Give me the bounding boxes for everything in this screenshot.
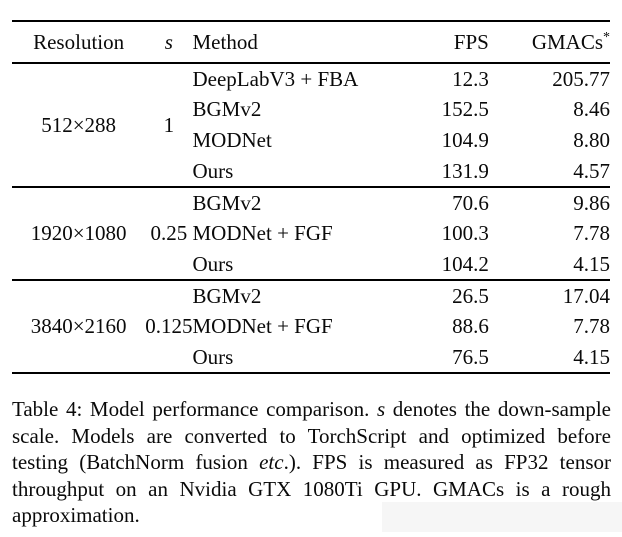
- fps-cell: 76.5: [452, 344, 489, 369]
- gmacs-label: GMACs: [531, 29, 603, 54]
- fps-cell: 100.3: [441, 221, 489, 245]
- scale-cell: 0.25: [150, 221, 188, 245]
- table-row: Ours 104.2 4.15: [12, 249, 611, 280]
- fps-cell: 12.3: [452, 66, 489, 91]
- gmacs-cell: 17.04: [562, 283, 610, 308]
- gmacs-cell: 4.15: [573, 251, 610, 276]
- caption-text: denotes the down-sample scale. Models ar…: [12, 397, 611, 474]
- method-cell: BGMv2: [192, 283, 262, 308]
- col-header-scale: s: [164, 29, 173, 54]
- gmacs-cell: 8.80: [573, 128, 610, 152]
- caption-etc: etc: [259, 450, 284, 474]
- fps-cell: 104.2: [441, 251, 489, 276]
- table-row: 512×288 1 DeepLabV3 + FBA 12.3 205.77: [12, 63, 610, 135]
- scale-cell: 0.125: [145, 314, 193, 338]
- table-row: MODNet + FGF 100.3 7.78: [12, 218, 611, 249]
- col-header-gmacs: GMACs*: [489, 21, 610, 63]
- col-header-resolution: Resolution: [33, 29, 125, 54]
- method-cell: DeepLabV3 + FBA: [192, 66, 359, 91]
- fps-cell: 26.5: [452, 283, 489, 308]
- fps-cell: 131.9: [441, 158, 489, 183]
- table-caption: Table 4: Model performance comparison. s…: [12, 396, 611, 529]
- table-row: Ours 76.5 4.15: [12, 342, 611, 373]
- col-header-fps: FPS: [453, 29, 489, 54]
- fps-cell: 70.6: [452, 190, 489, 215]
- table-header-row: Resolution s Method FPS GMACs*: [12, 21, 610, 63]
- table-row: BGMv2 152.5 8.46: [12, 94, 611, 125]
- col-header-method: Method: [192, 29, 258, 54]
- method-cell: BGMv2: [192, 190, 262, 215]
- fps-cell: 88.6: [452, 314, 489, 338]
- caption-text: .). FPS is measured as FP32 tensor throu…: [12, 450, 611, 527]
- gmacs-cell: 4.57: [573, 158, 610, 183]
- fps-cell: 152.5: [441, 97, 489, 121]
- section-1920x1080: 1920×1080 0.25 BGMv2 70.6 9.86 MODNet + …: [12, 187, 610, 280]
- caption-text: Table 4: Model performance comparison.: [12, 397, 377, 421]
- resolution-cell: 1920×1080: [30, 221, 127, 245]
- method-cell: Ours: [192, 344, 234, 369]
- asterisk-footnote-marker: *: [603, 29, 610, 45]
- gmacs-cell: 4.15: [573, 344, 610, 369]
- caption-math-s: s: [376, 397, 386, 421]
- method-cell: MODNet: [192, 128, 272, 152]
- gmacs-cell: 9.86: [573, 190, 610, 215]
- table-row: MODNet 104.9 8.80: [12, 125, 611, 156]
- method-cell: BGMv2: [192, 97, 262, 121]
- fps-cell: 104.9: [441, 128, 489, 152]
- performance-table: Resolution s Method FPS GMACs* 512×288 1…: [12, 20, 610, 374]
- section-3840x2160: 3840×2160 0.125 BGMv2 26.5 17.04 MODNet …: [12, 280, 610, 373]
- gmacs-cell: 7.78: [573, 314, 610, 338]
- table-row: 1920×1080 0.25 BGMv2 70.6 9.86: [12, 187, 610, 244]
- method-cell: Ours: [192, 251, 234, 276]
- resolution-cell: 512×288: [41, 112, 117, 137]
- resolution-cell: 3840×2160: [30, 314, 127, 338]
- method-cell: MODNet + FGF: [192, 314, 333, 338]
- section-512x288: 512×288 1 DeepLabV3 + FBA 12.3 205.77 BG…: [12, 63, 610, 187]
- table-row: Ours 131.9 4.57: [12, 156, 611, 187]
- scan-artifact: [382, 502, 622, 532]
- method-cell: Ours: [192, 158, 234, 183]
- scale-cell: 1: [163, 112, 175, 137]
- method-cell: MODNet + FGF: [192, 221, 333, 245]
- gmacs-cell: 205.77: [552, 66, 610, 91]
- gmacs-cell: 7.78: [573, 221, 610, 245]
- table-row: MODNet + FGF 88.6 7.78: [12, 311, 611, 342]
- table-row: 3840×2160 0.125 BGMv2 26.5 17.04: [12, 280, 610, 337]
- gmacs-cell: 8.46: [573, 97, 610, 121]
